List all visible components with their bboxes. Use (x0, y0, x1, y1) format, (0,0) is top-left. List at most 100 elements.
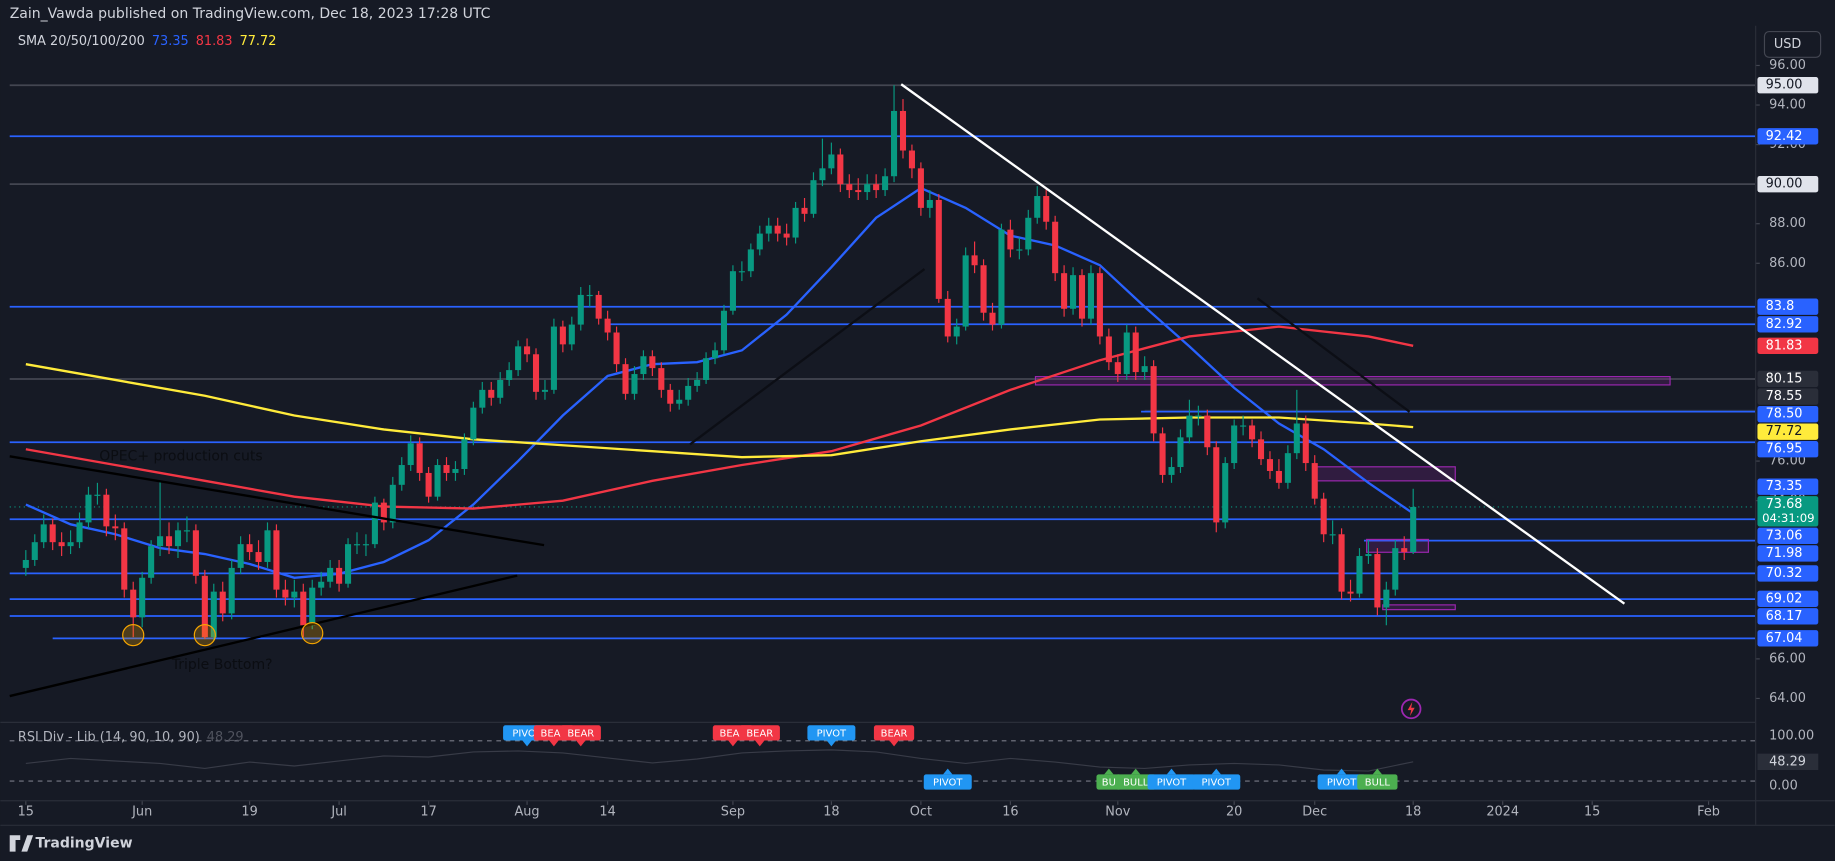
candle (380, 498, 387, 531)
markers (122, 622, 324, 647)
candle-body (497, 379, 504, 398)
candle (488, 381, 495, 406)
candle (980, 259, 987, 321)
candle-body (756, 233, 763, 250)
candle-body (586, 294, 593, 297)
candle-body (1249, 425, 1256, 440)
price-tag (1757, 478, 1819, 495)
candle-body (577, 294, 584, 325)
x-tick-label: 20 (1226, 804, 1242, 819)
candle-body (864, 184, 871, 193)
candle (1078, 269, 1086, 327)
candle-body (76, 522, 83, 543)
signal-label: BEAR (567, 728, 594, 739)
candle-body (85, 494, 92, 523)
candle (1150, 360, 1157, 442)
trendline (900, 83, 1626, 605)
price-tag (1757, 590, 1819, 607)
trendlines (9, 83, 1626, 698)
candle (873, 174, 880, 198)
candle (846, 174, 853, 198)
candle (899, 99, 907, 159)
candle-body (327, 567, 334, 582)
currency-label[interactable]: USD (1774, 37, 1802, 52)
price-tag (1757, 298, 1819, 315)
price-tag (1757, 496, 1819, 527)
candle (219, 581, 226, 622)
candle (1007, 219, 1014, 258)
candle-body (926, 199, 933, 208)
candle-body (541, 389, 549, 392)
signal-pointer (522, 740, 532, 747)
candle-body (1275, 470, 1282, 483)
candle-body (1293, 423, 1300, 454)
candle (1311, 455, 1318, 505)
candle (765, 217, 772, 242)
price-tag-label: 67.04 (1766, 631, 1803, 646)
candle (31, 534, 38, 566)
signal-pointer (826, 740, 837, 747)
candle (989, 302, 996, 331)
candle (801, 197, 808, 222)
candle (676, 389, 683, 410)
candle-body (139, 577, 146, 618)
price-tag (1757, 527, 1819, 545)
candle-body (703, 358, 710, 380)
y-tick-label: 64.00 (1769, 691, 1806, 706)
candle (1195, 405, 1202, 426)
candle-body (416, 443, 423, 473)
candle-body (1096, 273, 1103, 337)
candle-body (729, 271, 736, 311)
countdown-label: 04:31:09 (1762, 511, 1815, 525)
candle (774, 217, 781, 242)
moving-averages (25, 186, 1414, 579)
signal: BULL (1115, 768, 1156, 790)
signal: BEAR (739, 725, 780, 747)
brand-name[interactable]: TradingView (35, 835, 132, 851)
x-tick-label: 15 (18, 804, 34, 819)
brand[interactable]: TradingView (9, 835, 133, 852)
currency-button-frame[interactable] (1763, 31, 1822, 58)
candle (58, 532, 65, 557)
alert-icon[interactable] (1400, 698, 1422, 720)
candle-body (201, 575, 208, 638)
candle (747, 243, 754, 278)
candle-body (1338, 534, 1345, 592)
signal: PIVOT (1317, 768, 1366, 790)
candle-body (917, 168, 924, 208)
signal-label: BU (1102, 778, 1116, 789)
candle (416, 437, 423, 481)
candle-body (1025, 217, 1032, 250)
candle-body (935, 199, 942, 299)
price-tag (1757, 423, 1819, 440)
candle-body (783, 233, 790, 238)
alert-bolt[interactable] (1407, 701, 1415, 716)
signal-label: BEAR (541, 728, 568, 739)
candle (1034, 186, 1041, 224)
candle-body (291, 591, 298, 598)
candle (953, 318, 960, 345)
candle (908, 144, 915, 179)
candle (210, 583, 217, 642)
alert-ring[interactable] (1400, 698, 1422, 720)
candle-body (559, 326, 566, 345)
candle-body (1257, 439, 1265, 460)
brand-logo[interactable] (9, 835, 34, 852)
candle-body (228, 567, 235, 614)
candle (1070, 267, 1077, 315)
signal-label: BEAR (881, 728, 908, 739)
candle-body (1231, 425, 1238, 464)
candle (1401, 536, 1408, 560)
candle (174, 522, 182, 559)
candle (1275, 459, 1282, 489)
candle (49, 518, 56, 551)
candle (443, 457, 450, 481)
signal-label: BULL (1123, 778, 1149, 789)
candle-body (371, 502, 378, 545)
price-tag-label: 80.15 (1766, 371, 1803, 386)
signal-box (873, 725, 915, 741)
price-tag (1757, 370, 1819, 388)
currency-button[interactable]: USD (1763, 31, 1822, 58)
